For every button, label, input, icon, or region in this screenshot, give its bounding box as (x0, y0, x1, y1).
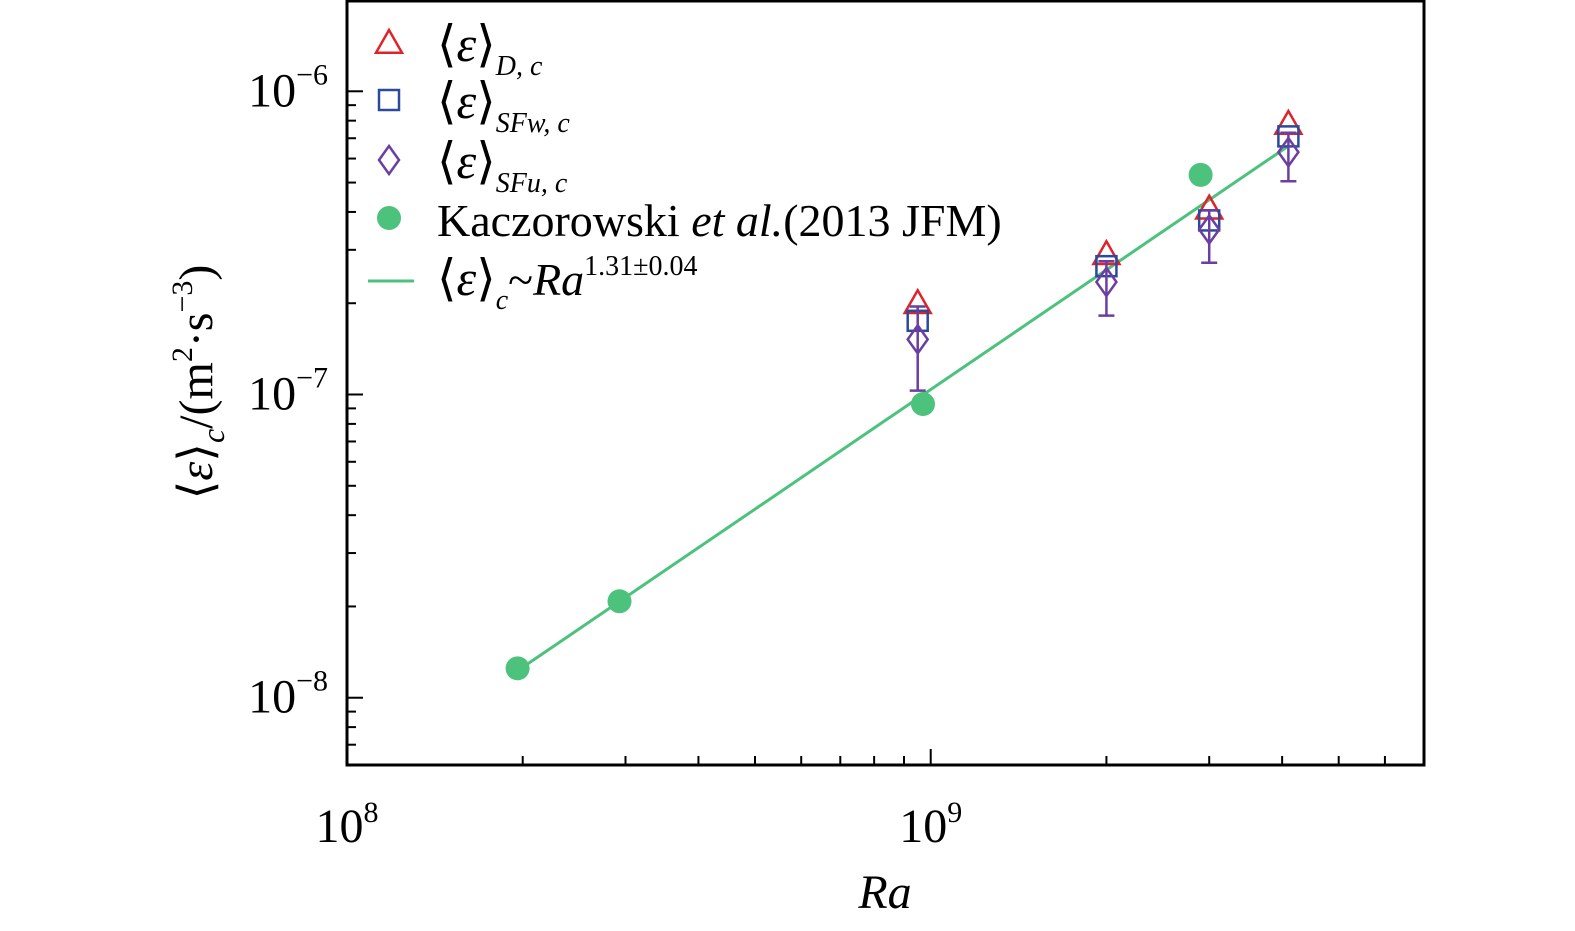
angle-open: ⟨ (437, 73, 457, 129)
angle-open: ⟨ (170, 481, 223, 500)
tick-exponent: −7 (296, 362, 328, 395)
tick-exponent: −6 (296, 58, 328, 91)
legend-entry-2: ⟨ε⟩SFu, c (377, 133, 568, 199)
tick-exponent: 8 (364, 796, 379, 829)
legend-label: ⟨ε⟩c~Ra1.31±0.04 (437, 250, 698, 316)
series-2 (906, 131, 1300, 392)
legend-diamond-swatch (377, 143, 401, 177)
angle-close: ⟩ (476, 133, 496, 189)
legend-label: ⟨ε⟩SFu, c (437, 133, 568, 199)
y-axis-label: ⟨ε⟩c/(m2·s−3) (166, 265, 231, 500)
epsilon-symbol: ε (170, 462, 223, 481)
tilde: ~ (508, 254, 533, 305)
angle-close: ⟩ (476, 250, 496, 306)
legend-triangle-swatch (373, 27, 405, 54)
y-tick-label: 10−7 (248, 362, 328, 421)
diamond-point (1197, 213, 1221, 246)
legend-label: ⟨ε⟩D, c (437, 16, 543, 82)
legend-entry-1: ⟨ε⟩SFw, c (377, 73, 570, 139)
legend-square-swatch (377, 88, 401, 112)
legend-entry-4: ⟨ε⟩c~Ra1.31±0.04 (368, 250, 698, 316)
x-tick-label: 108 (316, 796, 379, 853)
legend-entry-3: Kaczorowski et al.(2013 JFM) (377, 195, 1002, 246)
epsilon-symbol: ε (457, 16, 477, 72)
ra-text: Ra (532, 254, 584, 305)
legend-text-main: Kaczorowski (437, 195, 691, 246)
angle-open: ⟨ (437, 133, 457, 189)
tick-base: 10 (248, 64, 296, 117)
epsilon-symbol: ε (457, 73, 477, 129)
tick-base: 10 (316, 800, 364, 853)
legend-entry-0: ⟨ε⟩D, c (373, 16, 543, 82)
diamond-point (906, 323, 930, 356)
x-tick-label: 109 (899, 796, 962, 853)
series-3 (505, 162, 1213, 681)
circle-point (1188, 162, 1213, 187)
unit-superscript: −3 (166, 281, 199, 313)
legend-subscript: D, c (495, 51, 543, 82)
x-axis-label: Ra (857, 866, 911, 919)
y-tick-label: 10−6 (248, 58, 328, 117)
circle-point (505, 656, 530, 681)
legend-label: Kaczorowski et al.(2013 JFM) (437, 195, 1002, 246)
angle-open: ⟨ (437, 250, 457, 306)
tick-base: 10 (248, 368, 296, 421)
circle-point (607, 589, 632, 614)
tick-base: 10 (899, 800, 947, 853)
unit-superscript: 2 (166, 347, 199, 362)
diamond-point (1276, 135, 1300, 169)
legend-circle-swatch (377, 206, 401, 230)
epsilon-symbol: ε (457, 133, 477, 189)
fit-line (521, 144, 1290, 669)
tick-exponent: 9 (947, 796, 962, 829)
unit-text: ) (170, 265, 223, 281)
epsilon-symbol: ε (457, 250, 477, 306)
angle-open: ⟨ (437, 16, 457, 72)
legend-label: ⟨ε⟩SFw, c (437, 73, 570, 139)
legend-exponent: 1.31±0.04 (584, 251, 697, 282)
circle-point (910, 392, 935, 417)
subscript: c (195, 429, 231, 443)
unit-text: /(m (170, 362, 223, 429)
angle-close: ⟩ (476, 73, 496, 129)
angle-close: ⟩ (170, 443, 223, 462)
tick-exponent: −8 (296, 665, 328, 698)
unit-text: ·s (170, 312, 223, 347)
y-tick-label: 10−8 (248, 665, 328, 724)
legend-subscript: c (496, 285, 509, 316)
legend-text-italic: et al. (691, 195, 783, 246)
angle-close: ⟩ (476, 16, 496, 72)
legend-text-tail: (2013 JFM) (783, 195, 1002, 246)
data-layer (505, 108, 1304, 681)
legend-subscript: SFw, c (496, 108, 571, 139)
plot-frame (345, 0, 1426, 767)
diamond-point (1094, 265, 1118, 299)
tick-base: 10 (248, 671, 296, 724)
legend-subscript: SFu, c (496, 168, 568, 199)
